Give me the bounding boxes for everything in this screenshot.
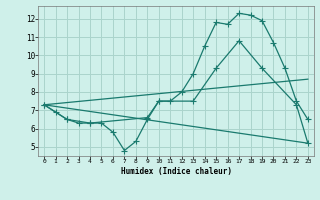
X-axis label: Humidex (Indice chaleur): Humidex (Indice chaleur) <box>121 167 231 176</box>
